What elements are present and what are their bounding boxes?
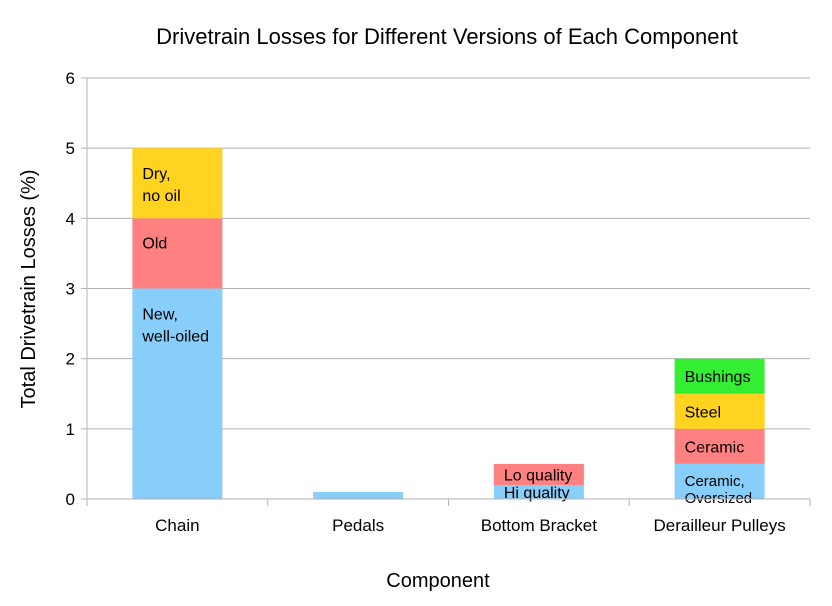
bar-segment-label: Ceramic, bbox=[685, 473, 745, 490]
x-category-label: Derailleur Pulleys bbox=[653, 516, 785, 535]
y-tick-label: 3 bbox=[66, 280, 75, 299]
chart-title: Drivetrain Losses for Different Versions… bbox=[156, 24, 738, 49]
bar-segment bbox=[493, 463, 584, 485]
x-category-label: Bottom Bracket bbox=[481, 516, 597, 535]
bar-segment-label: New, bbox=[142, 307, 178, 324]
x-category-label: Chain bbox=[155, 516, 199, 535]
x-category-label: Pedals bbox=[332, 516, 384, 535]
y-tick-label: 4 bbox=[66, 209, 75, 228]
y-tick-label: 2 bbox=[66, 350, 75, 369]
bar-segment bbox=[674, 428, 765, 464]
bar-segment-label: Oversized bbox=[685, 490, 753, 507]
bar-segment-label: Steel bbox=[685, 404, 721, 421]
bar-segment-label: Bushings bbox=[685, 369, 751, 386]
y-tick-label: 1 bbox=[66, 420, 75, 439]
x-axis-title: Component bbox=[386, 570, 490, 592]
y-tick-label: 5 bbox=[66, 139, 75, 158]
bar-segment bbox=[313, 491, 404, 499]
axes bbox=[81, 77, 811, 506]
bar-segment-label: Old bbox=[142, 235, 167, 252]
y-tick-label: 6 bbox=[66, 69, 75, 88]
bar-segment bbox=[674, 358, 765, 394]
y-tick-label: 0 bbox=[66, 490, 75, 509]
bar-segment-label: Ceramic bbox=[685, 439, 745, 456]
bar-segment bbox=[132, 288, 223, 499]
bar-segment-label: Dry, bbox=[142, 166, 170, 183]
bar-segment-label: well-oiled bbox=[141, 329, 209, 346]
bar-segment-label: Lo quality bbox=[504, 467, 573, 484]
x-category-labels: Chain Pedals Bottom Bracket Derailleur Pull… bbox=[155, 516, 786, 535]
bar-segment bbox=[493, 484, 584, 499]
bar-segment bbox=[674, 393, 765, 429]
bar-segment bbox=[132, 148, 223, 219]
bars: New, well-oiled Old Dry, no oil Hi qualityLo … bbox=[132, 148, 765, 507]
y-tick-labels: 0 1 2 3 4 5 6 bbox=[66, 69, 75, 509]
bar-segment bbox=[132, 218, 223, 289]
y-axis-title: Total Drivetrain Losses (%) bbox=[18, 170, 40, 409]
bar-segment-label: no oil bbox=[142, 188, 180, 205]
bar-segment bbox=[674, 463, 765, 499]
bar-segment-label: Hi quality bbox=[504, 485, 570, 502]
